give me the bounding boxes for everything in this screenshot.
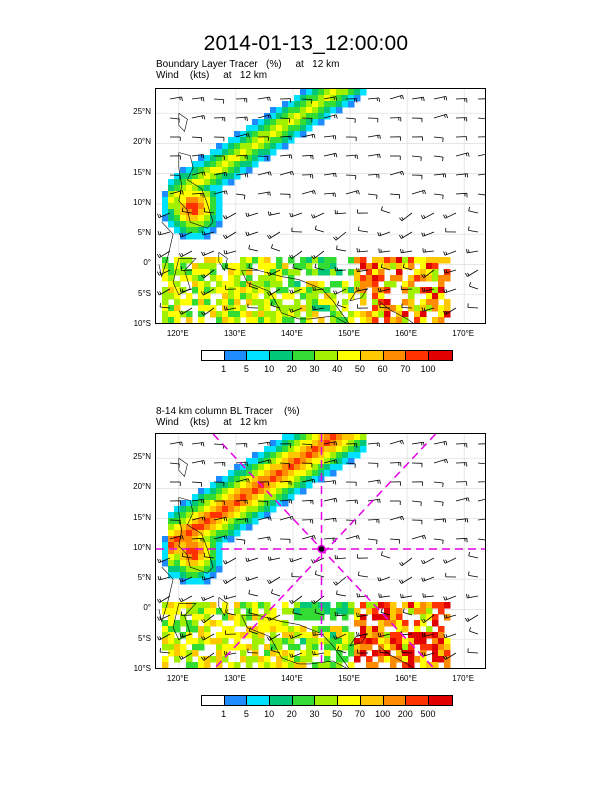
colorbar-label: 50: [354, 364, 365, 374]
colorbar-swatch: [315, 351, 339, 360]
colorbar-label: 10: [264, 709, 275, 719]
lon-tick-label: 160°E: [395, 674, 418, 683]
colorbar-swatch: [270, 696, 293, 705]
colorbar-swatch: [224, 696, 248, 705]
lat-tick-label: 5°S: [138, 288, 151, 298]
lon-tick-label: 170°E: [452, 329, 475, 338]
panel1-colorbar: [201, 350, 453, 361]
colorbar-swatch: [292, 696, 316, 705]
coastlines: [158, 457, 414, 668]
lat-tick-label: 15°N: [133, 167, 151, 177]
map-panel-2: [155, 433, 486, 669]
colorbar-swatch: [247, 696, 271, 705]
lat-tick-label: 5°N: [137, 228, 151, 238]
lon-tick-label: 130°E: [223, 674, 246, 683]
colorbar-swatch: [406, 351, 429, 360]
colorbar-label: 5: [243, 709, 249, 719]
lat-tick-label: 0°: [143, 258, 151, 268]
colorbar-label: 1: [221, 364, 227, 374]
colorbar-swatch: [247, 351, 271, 360]
lat-tick-label: 10°S: [133, 319, 151, 328]
panel2-title-line2: Wind (kts) at 12 km: [156, 417, 268, 428]
colorbar-label: 5: [243, 364, 249, 374]
colorbar-swatch: [406, 696, 429, 705]
lat-tick-label: 10°S: [133, 664, 151, 673]
colorbar-swatch: [315, 696, 339, 705]
colorbar-swatch: [360, 696, 384, 705]
colorbar-label: 30: [309, 364, 320, 374]
colorbar-swatch: [360, 351, 384, 360]
colorbar-label: 20: [286, 364, 297, 374]
cross-section-center-marker: [317, 544, 326, 554]
colorbar-label: 20: [286, 709, 297, 719]
colorbar-label: 1: [221, 709, 227, 719]
wind-barbs: [156, 439, 485, 661]
colorbar-swatch: [202, 696, 225, 705]
colorbar-label: 50: [332, 709, 343, 719]
map-canvas: [156, 89, 485, 323]
colorbar-swatch: [383, 351, 407, 360]
lat-tick-label: 20°N: [133, 482, 151, 492]
colorbar-label: 60: [377, 364, 388, 374]
colorbar-swatch: [428, 351, 452, 360]
colorbar-label: 100: [375, 709, 391, 719]
lon-tick-label: 170°E: [452, 674, 475, 683]
colorbar-label: 40: [332, 364, 343, 374]
lon-tick-label: 160°E: [395, 329, 418, 338]
colorbar-swatch: [202, 351, 225, 360]
colorbar-swatch: [428, 696, 452, 705]
lon-tick-label: 120°E: [166, 329, 189, 338]
colorbar-label: 500: [420, 709, 436, 719]
colorbar-swatch: [338, 696, 361, 705]
panel2-colorbar: [201, 695, 453, 706]
lon-tick-label: 150°E: [338, 329, 360, 338]
lat-tick-label: 10°N: [133, 197, 151, 207]
panel1-title-line1: Boundary Layer Tracer (%) at 12 km: [156, 59, 340, 70]
colorbar-label: 70: [400, 364, 411, 374]
lat-tick-label: 0°: [143, 603, 151, 613]
map-canvas: [156, 434, 485, 668]
colorbar-label: 70: [354, 709, 365, 719]
colorbar-label: 30: [309, 709, 320, 719]
colorbar-swatch: [224, 351, 248, 360]
lat-tick-label: 25°N: [133, 107, 151, 117]
lat-tick-label: 25°N: [133, 452, 151, 462]
colorbar-swatch: [292, 351, 316, 360]
wind-barbs: [156, 94, 485, 316]
map-panel-1: [155, 88, 486, 324]
lat-tick-label: 15°N: [133, 512, 151, 522]
lon-tick-label: 130°E: [223, 329, 246, 338]
lon-tick-label: 120°E: [166, 674, 189, 683]
lon-tick-label: 150°E: [338, 674, 360, 683]
colorbar-label: 100: [420, 364, 436, 374]
lon-tick-label: 140°E: [281, 329, 303, 338]
colorbar-label: 200: [397, 709, 413, 719]
colorbar-swatch: [383, 696, 407, 705]
panel1-title-line2: Wind (kts) at 12 km: [156, 70, 268, 81]
colorbar-label: 10: [264, 364, 275, 374]
panel2-title-line1: 8-14 km column BL Tracer (%): [156, 406, 300, 417]
lat-tick-label: 5°S: [138, 633, 151, 643]
colorbar-swatch: [338, 351, 361, 360]
colorbar-swatch: [270, 351, 293, 360]
lon-tick-label: 140°E: [281, 674, 303, 683]
main-title: 2014-01-13_12:00:00: [203, 32, 409, 55]
lat-tick-label: 20°N: [133, 137, 151, 147]
lat-tick-label: 5°N: [137, 573, 151, 583]
lat-tick-label: 10°N: [133, 542, 151, 552]
